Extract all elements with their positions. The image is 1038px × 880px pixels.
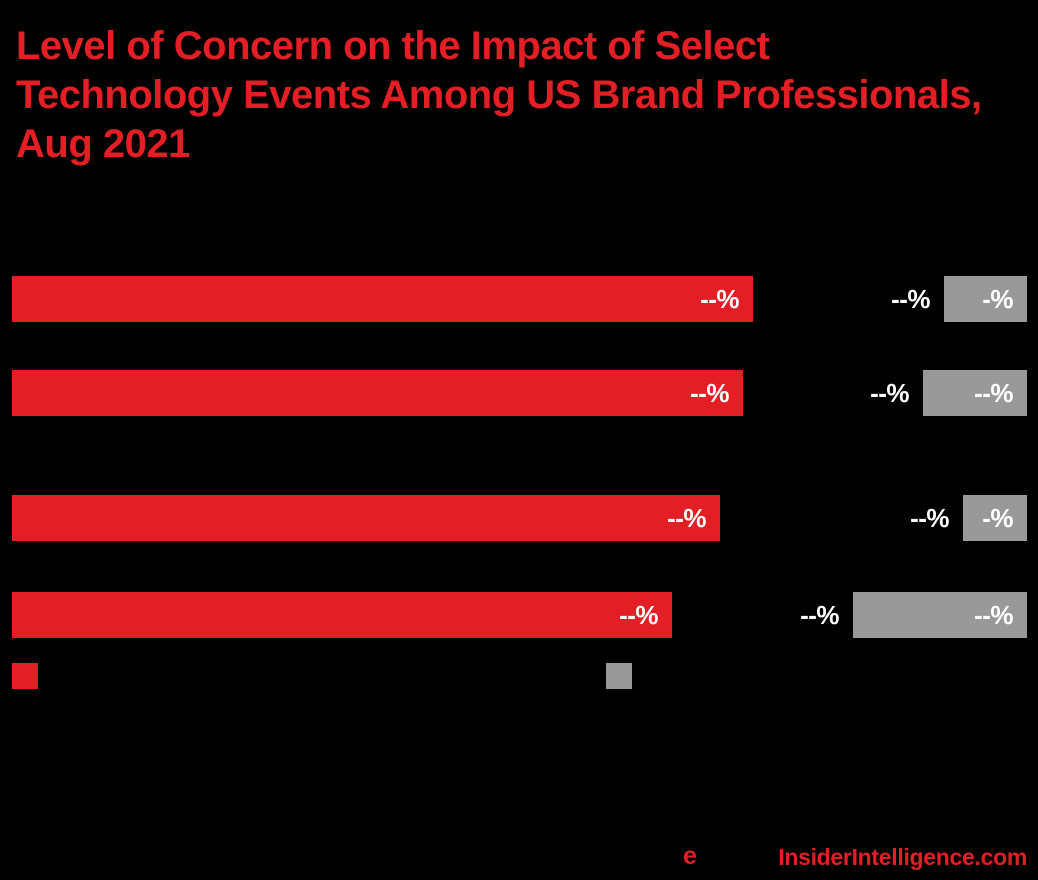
middle-bar-value: --%: [800, 599, 839, 630]
red-bar-segment: --%: [12, 495, 720, 541]
red-bar-segment: --%: [12, 370, 743, 416]
white-bar-segment: --%: [743, 370, 923, 416]
gray-bar-value: --%: [974, 599, 1013, 630]
middle-bar-value: --%: [870, 377, 909, 408]
legend-swatch-gray: [606, 663, 632, 689]
white-bar-segment: --%: [720, 495, 963, 541]
red-bar-value: --%: [667, 502, 706, 533]
legend-swatch-red: [12, 663, 38, 689]
bar-row: --% --% --%: [12, 592, 1027, 638]
gray-bar-segment: -%: [944, 276, 1027, 322]
bar-row: --% --% -%: [12, 276, 1027, 322]
gray-bar-segment: --%: [923, 370, 1027, 416]
chart-title-line-3: Aug 2021: [16, 122, 190, 166]
insider-intelligence-url: InsiderIntelligence.com: [778, 844, 1027, 870]
red-bar-value: --%: [690, 377, 729, 408]
bar-row: --% --% --%: [12, 370, 1027, 416]
chart-title: Level of Concern on the Impact of Select…: [16, 22, 982, 169]
gray-bar-value: -%: [982, 502, 1013, 533]
middle-bar-value: --%: [910, 502, 949, 533]
bar-row: --% --% -%: [12, 495, 1027, 541]
white-bar-segment: --%: [672, 592, 853, 638]
red-bar-segment: --%: [12, 592, 672, 638]
red-bar-value: --%: [619, 599, 658, 630]
gray-bar-value: --%: [974, 377, 1013, 408]
middle-bar-value: --%: [891, 283, 930, 314]
emarketer-logo-e: e: [683, 842, 697, 870]
gray-bar-segment: --%: [853, 592, 1027, 638]
gray-bar-segment: -%: [963, 495, 1027, 541]
red-bar-value: --%: [700, 283, 739, 314]
white-bar-segment: --%: [753, 276, 944, 322]
chart-title-line-1: Level of Concern on the Impact of Select: [16, 24, 770, 68]
chart-title-line-2: Technology Events Among US Brand Profess…: [16, 73, 982, 117]
red-bar-segment: --%: [12, 276, 753, 322]
gray-bar-value: -%: [982, 283, 1013, 314]
